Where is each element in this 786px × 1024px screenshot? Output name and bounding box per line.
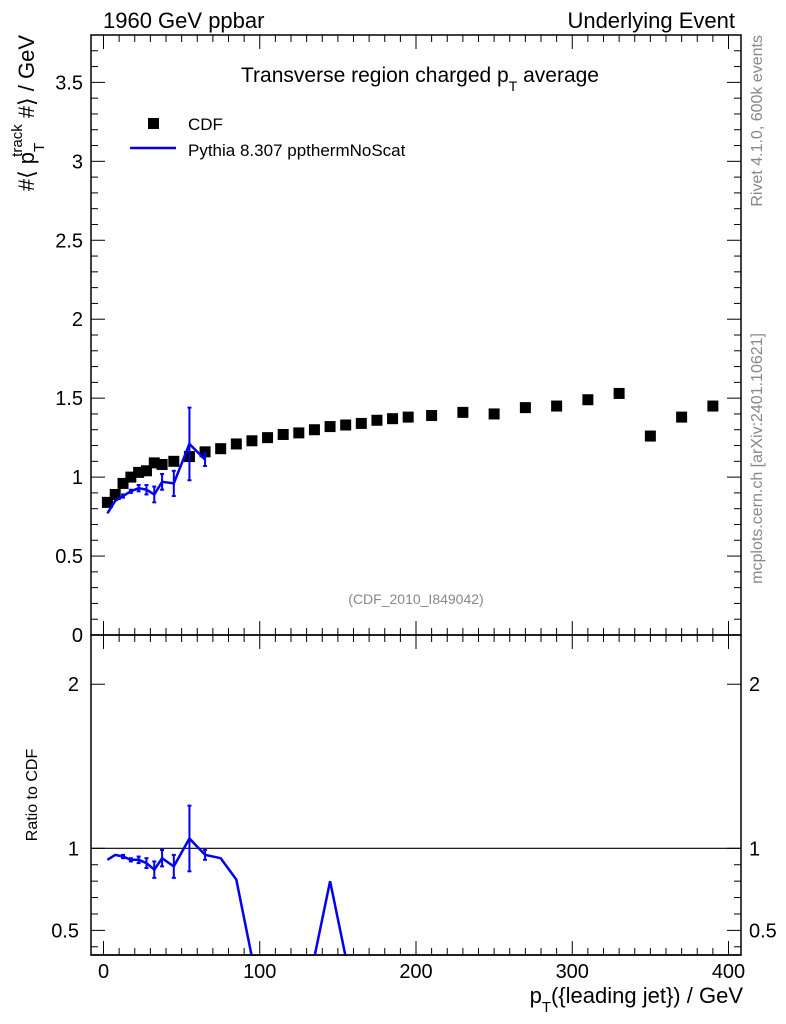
y-axis-label-bottom: Ratio to CDF <box>24 749 41 842</box>
cdf-data-point <box>387 413 399 425</box>
y-tick-label-main: 0.5 <box>55 546 83 568</box>
cdf-data-point <box>109 488 121 500</box>
chart-title: Transverse region charged pT average <box>241 64 599 94</box>
cdf-data-point <box>230 438 242 450</box>
ylabel-sup: track <box>9 124 26 157</box>
y-tick-label-main: 1 <box>72 467 83 489</box>
ylabel-pre: #⟨ p <box>14 152 39 191</box>
chart-title-main: Transverse region charged p <box>241 64 509 87</box>
cdf-data-point <box>324 421 336 433</box>
xlabel-post: ({leading jet}) / GeV <box>551 983 743 1008</box>
cdf-data-point <box>293 427 305 439</box>
y-tick-label-main: 3.5 <box>55 72 83 94</box>
xlabel-sub: T <box>542 999 551 1016</box>
cdf-data-point <box>168 455 180 467</box>
cdf-data-point <box>262 432 274 444</box>
ratio-plot-frame <box>90 634 742 956</box>
x-tick-label: 0 <box>98 961 109 983</box>
cdf-data-point <box>101 496 113 508</box>
x-tick-label: 300 <box>556 961 589 983</box>
cdf-data-point <box>140 465 152 477</box>
chart-title-tail: average <box>517 64 599 87</box>
cdf-data-point <box>582 394 594 406</box>
cdf-data-point <box>125 471 137 483</box>
y-tick-label-main: 2 <box>72 309 83 331</box>
cdf-data-point <box>426 410 438 422</box>
tick-labels: 0 100 200 300 400 0 0.5 1 1.5 2 2.5 3 3.5 0.5 0.5 1 1 2 2 <box>51 72 777 983</box>
cdf-data-point <box>457 406 469 418</box>
y-tick-label-ratio: 1 <box>68 838 79 860</box>
cdf-data-point <box>156 458 168 470</box>
cdf-data-point <box>371 414 383 426</box>
cdf-data-point <box>246 435 258 447</box>
cdf-data-point <box>519 402 531 414</box>
y-tick-label-main: 1.5 <box>55 388 83 410</box>
axis-ticks <box>91 34 741 955</box>
cdf-data-point <box>644 430 656 442</box>
ratio-clip-mask <box>89 956 743 962</box>
cdf-data-point <box>308 424 320 436</box>
cdf-data-point <box>133 466 145 478</box>
y-tick-label-main: 0 <box>72 625 83 647</box>
cdf-data-point <box>117 477 129 489</box>
cdf-data-point <box>676 411 688 423</box>
ratio-line <box>106 836 347 959</box>
x-axis-label: pT({leading jet}) / GeV <box>530 983 744 1016</box>
cdf-data-point <box>551 400 563 412</box>
y-tick-label-main: 2.5 <box>55 230 83 252</box>
legend-cdf-marker <box>148 118 159 129</box>
cdf-data-point <box>215 443 227 455</box>
cdf-data-point <box>613 387 625 399</box>
cdf-data-point <box>148 457 160 469</box>
y-tick-label-ratio-right: 1 <box>749 838 760 860</box>
x-tick-label: 100 <box>243 961 276 983</box>
cdf-data-point <box>707 400 719 412</box>
header-right: Underlying Event <box>567 8 735 33</box>
y-axis-label-top: #⟨ pTtrack #⟩ / GeV <box>9 35 48 191</box>
data-marks <box>89 387 743 962</box>
legend-pythia-label: Pythia 8.307 ppthermNoScat <box>188 141 406 160</box>
y-tick-label-ratio: 2 <box>68 674 79 696</box>
cdf-data-point <box>402 411 414 423</box>
legend-cdf-label: CDF <box>188 115 223 134</box>
cdf-data-point <box>199 446 211 458</box>
y-tick-label-ratio: 0.5 <box>51 920 79 942</box>
legend: CDF Pythia 8.307 ppthermNoScat <box>130 115 406 160</box>
ylabel-post: #⟩ / GeV <box>14 35 39 125</box>
side-label-mcplots: mcplots.cern.ch [arXiv:2401.10621] <box>749 333 766 584</box>
cdf-data-point <box>340 419 352 431</box>
cdf-data-point <box>488 408 500 420</box>
y-tick-label-main: 3 <box>72 151 83 173</box>
y-tick-label-ratio-right: 0.5 <box>749 920 777 942</box>
cdf-data-point <box>277 428 289 440</box>
ylabel-sub: T <box>31 143 48 152</box>
x-tick-label: 200 <box>399 961 432 983</box>
x-tick-label: 400 <box>712 961 745 983</box>
cdf-data-point <box>355 417 367 429</box>
y-tick-label-ratio-right: 2 <box>749 674 760 696</box>
side-label-rivet: Rivet 4.1.0, 600k events <box>749 35 766 207</box>
chart-title-sub: T <box>509 78 518 94</box>
xlabel-pre: p <box>530 983 542 1008</box>
header-left: 1960 GeV ppbar <box>103 8 264 33</box>
watermark: (CDF_2010_I849042) <box>348 591 483 607</box>
